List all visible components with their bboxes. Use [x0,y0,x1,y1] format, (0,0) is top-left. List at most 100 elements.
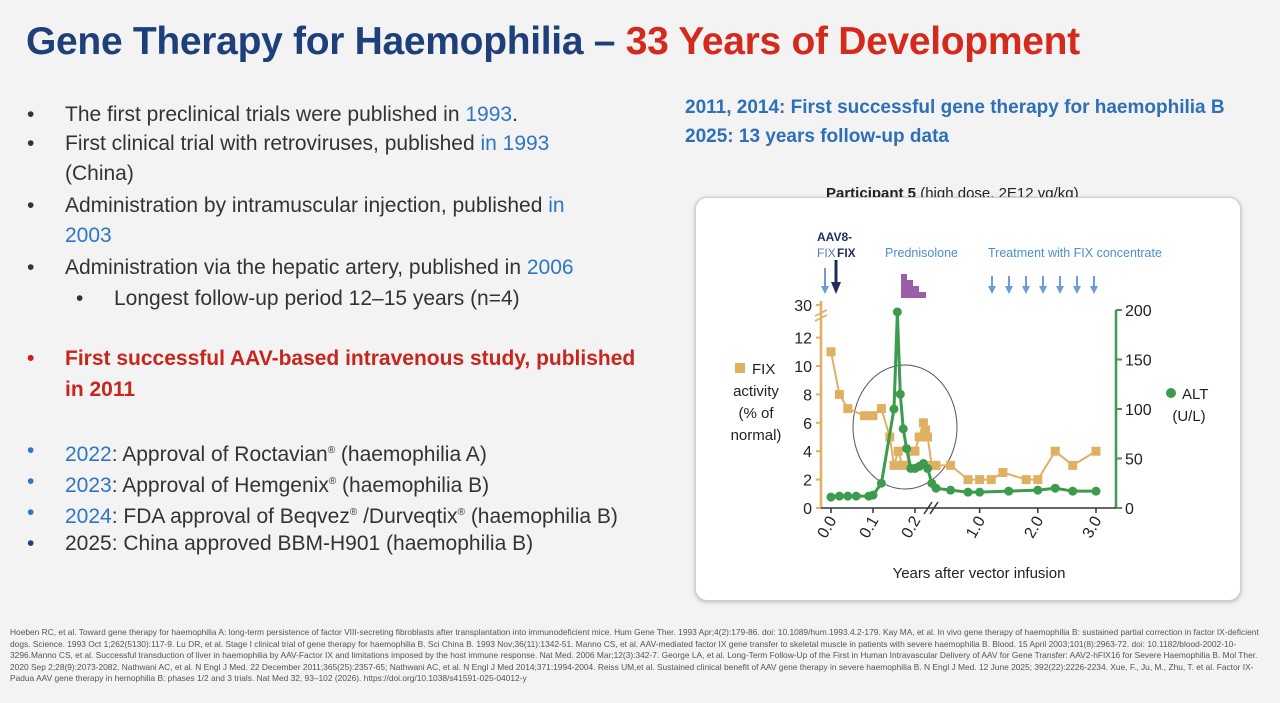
fix-point [1050,446,1060,456]
right-header-line-2: 2025: 13 years follow-up data [685,126,949,147]
alt-line [830,311,1096,499]
fix-point [1068,460,1078,470]
bullet-dot: • [27,439,35,462]
x-tick-label: 0.2 [899,513,925,541]
bullet-dot: • [27,103,35,126]
highlight-circle [852,364,958,490]
fix-point [889,460,899,470]
right-axis-label-line: ALT [1182,386,1208,403]
prednisolone-bars [901,274,926,298]
bullet-year: in 1993 [480,132,550,155]
treatment-arrow-head [1039,286,1047,294]
alt-point [895,389,905,399]
bullet-text: Administration via the hepatic artery, p… [65,256,527,279]
registered-mark: ® [349,507,358,518]
approval-text: : Approval of Hemgenix [111,474,329,497]
alt-point [923,463,933,473]
treatment-label: Treatment with FIX concentrate [988,246,1162,260]
x-tick-label: 1.0 [963,513,989,541]
fix-point [1021,475,1031,485]
alt-point [868,490,878,500]
alt-point [898,424,908,434]
treatment-arrow-head [1090,286,1098,294]
references: Hoeben RC, et al. Toward gene therapy fo… [10,627,1259,684]
fix-point [826,347,836,357]
right-tick-label: 50 [1125,452,1143,469]
left-axis-label-line: FIX [752,361,775,378]
registered-mark: ® [327,445,336,456]
fix-point [902,460,912,470]
alt-point [1091,486,1101,496]
treatment-arrow-head [1022,286,1030,294]
right-tick-label: 200 [1125,303,1152,320]
title-part-2: 33 Years of Development [625,20,1080,63]
alt-point [946,485,956,495]
bullet-text-line2: (China) [65,162,134,185]
treatment-arrows [988,276,1098,294]
approval-year: 2023 [65,474,112,497]
alt-point [902,444,912,454]
right-axis-ticks: 0 50 100 150 200 [1116,303,1152,518]
approval-year: 2024 [65,505,112,528]
alt-point [963,487,973,497]
left-tick-label: 10 [794,359,812,376]
left-axis-label-line: (% of [738,405,774,422]
bullet-dot: • [27,470,35,493]
fix-point [893,446,903,456]
vector-arrow-light [821,268,829,294]
left-tick-label: 12 [794,331,812,348]
left-tick-label: 8 [803,387,812,404]
alt-point [843,491,853,501]
series-alt [826,307,1101,502]
fix-point [963,475,973,485]
left-axis-ticks: 0 2 4 6 8 10 12 30 [794,298,821,518]
x-tick-label: 3.0 [1080,513,1106,541]
right-axis-label-line: (U/L) [1172,408,1205,425]
right-tick-label: 150 [1125,353,1152,370]
alt-point [1004,486,1014,496]
alt-point [1050,483,1060,493]
fix-point [1033,475,1043,485]
left-tick-label: 2 [803,473,812,490]
chart-panel: AAV8- FIX FIX Prednisolone Treatment wit… [695,197,1241,601]
bullet-text: First clinical trial with retroviruses, … [65,132,481,155]
series-fix-activity [826,347,1101,485]
bullet-text: Longest follow-up period 12–15 years (n=… [114,287,520,310]
treatment-arrow-head [1056,286,1064,294]
right-tick-label: 100 [1125,402,1152,419]
bullet-dot: • [27,194,35,217]
alt-point [834,491,844,501]
left-tick-label: 4 [803,444,812,461]
title-part-1: Gene Therapy for Haemophilia – [26,20,626,63]
registered-mark: ® [328,476,337,487]
fix-point [860,411,870,421]
fix-point [986,475,996,485]
bullet-year: 2006 [526,256,574,279]
bullet-dot: • [27,347,35,370]
right-axis-label: ALT (U/L) [1172,386,1208,425]
vector-label-3: FIX [837,246,856,260]
fix-point [998,468,1008,477]
treatment-arrow-head [988,286,996,294]
fix-point [834,389,844,399]
fix-point [975,475,985,485]
x-axis-ticks: 0.0 0.1 0.2 1.0 2.0 3.0 [815,508,1106,541]
alt-point [889,404,899,414]
bullet-year: 1993 [465,103,513,126]
left-axis-label: FIX activity (% of normal) [731,361,782,444]
alt-point [851,491,861,501]
fix-point [868,411,878,421]
approval-text: : Approval of Roctavian [111,443,328,466]
bullet-text: First successful AAV-based intravenous s… [65,347,636,370]
bullet-dot: • [27,132,35,155]
approval-text-2: /Durveqtix [357,505,458,528]
x-tick-label: 2.0 [1021,513,1047,541]
left-axis [814,301,828,508]
approval-indication: (haemophilia B) [336,474,490,497]
fix-point [923,432,933,442]
fix-alt-chart: AAV8- FIX FIX Prednisolone Treatment wit… [731,230,1209,582]
fix-point [876,404,886,414]
treatment-arrow-head [1005,286,1013,294]
bullet-text-end: . [512,103,518,126]
page-title: Gene Therapy for Haemophilia – 33 Years … [26,20,1080,64]
